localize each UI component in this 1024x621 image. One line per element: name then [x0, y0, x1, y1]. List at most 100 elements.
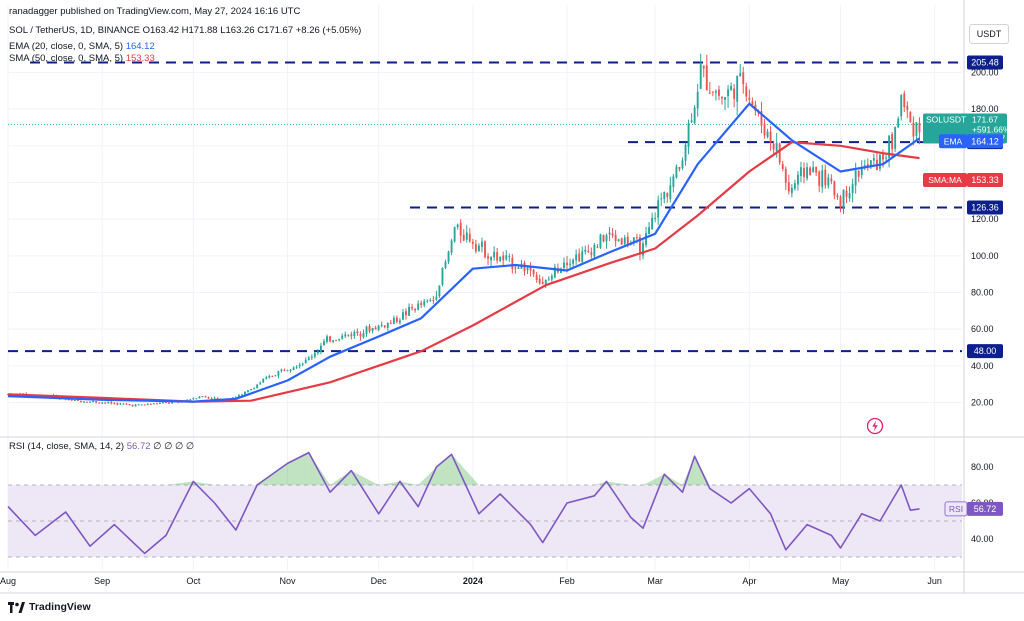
candle: [241, 393, 243, 396]
candle-body: [362, 333, 365, 338]
candle: [529, 262, 532, 277]
candle-body: [581, 251, 584, 262]
sma-tag-name-box: [923, 173, 967, 188]
candle-body: [234, 396, 237, 398]
candle-body: [116, 403, 119, 405]
candle: [86, 401, 88, 403]
candle: [803, 162, 805, 184]
rsi-overbought-fill: [418, 467, 437, 485]
candle-body: [490, 256, 493, 261]
candle: [426, 299, 429, 304]
candle-body: [310, 356, 313, 358]
price-tick-label: 20.00: [971, 398, 994, 408]
candle: [830, 174, 833, 185]
candle-body: [496, 252, 499, 261]
candle: [575, 249, 578, 265]
candle: [146, 403, 149, 406]
candle: [310, 354, 313, 361]
candle: [639, 234, 641, 261]
candle-body: [863, 165, 866, 167]
candle: [857, 170, 860, 183]
candle-body: [216, 398, 219, 400]
candle-body: [280, 369, 283, 372]
rsi-overbought-fill: [166, 481, 194, 485]
candle-body: [350, 334, 353, 337]
candle: [748, 89, 751, 104]
candle-body: [733, 88, 736, 99]
candle-body: [192, 398, 195, 400]
candle: [289, 369, 292, 373]
sma-legend[interactable]: SMA (50, close, 0, SMA, 5) 153.33: [9, 53, 155, 64]
sma50-line: [7, 141, 920, 403]
candle: [474, 239, 477, 254]
candle-body: [538, 278, 541, 284]
rsi-overbought-fill: [308, 452, 331, 485]
candle: [365, 325, 368, 337]
candle: [511, 254, 514, 274]
candle-body: [854, 170, 857, 186]
candle-body: [909, 111, 912, 122]
tradingview-brand[interactable]: TradingView: [8, 601, 91, 613]
candle: [338, 338, 341, 342]
candle-body: [371, 327, 374, 332]
candle-body: [526, 267, 529, 270]
candle: [247, 389, 249, 393]
candle-body: [408, 306, 410, 316]
candle: [806, 162, 808, 181]
candle-body: [398, 320, 401, 323]
candle-body: [714, 90, 717, 93]
candle-body: [359, 334, 362, 337]
ohlc-values: O163.42 H171.88 L163.26 C171.67 +8.26 (+…: [142, 25, 362, 36]
candle-body: [763, 123, 766, 136]
symbol-line[interactable]: SOL / TetherUS, 1D, BINANCE: [9, 25, 140, 36]
candle: [73, 400, 76, 402]
candle-body: [244, 391, 246, 395]
candle: [736, 75, 739, 116]
candle-body: [648, 227, 651, 235]
candle: [286, 369, 289, 372]
candle-body: [313, 352, 316, 357]
candle: [155, 402, 158, 405]
candle: [611, 228, 614, 238]
time-tick-label: 2024: [463, 576, 483, 586]
candle-body: [265, 377, 268, 379]
candle: [848, 186, 851, 202]
candle-body: [420, 302, 423, 306]
candle: [253, 387, 256, 390]
candle: [553, 263, 556, 279]
ema-tag-value: 164.12: [971, 136, 999, 146]
candle: [596, 244, 599, 249]
candle-body: [903, 93, 906, 108]
rsi-legend[interactable]: RSI (14, close, SMA, 14, 2) 56.72 ∅ ∅ ∅ …: [9, 441, 194, 452]
candle-body: [162, 402, 164, 404]
candle: [256, 384, 259, 389]
candle-body: [73, 400, 76, 402]
candle: [313, 351, 316, 359]
candle-body: [626, 236, 629, 245]
candle-body: [395, 317, 398, 322]
candle-body: [693, 107, 696, 123]
candle-body: [605, 235, 608, 242]
candle: [307, 355, 310, 361]
candle-body: [690, 120, 693, 122]
candle-body: [639, 237, 641, 255]
candle: [587, 244, 590, 254]
ema-tag-name-box: [939, 134, 967, 149]
candle-body: [347, 334, 350, 336]
sma-value: 153.33: [125, 53, 155, 64]
candle-body: [891, 134, 894, 150]
candle: [201, 395, 204, 398]
flash-icon[interactable]: [866, 417, 884, 435]
currency-selector[interactable]: USDT: [969, 24, 1009, 44]
candle-body: [262, 378, 265, 383]
candle-body: [392, 317, 395, 325]
candle: [283, 368, 286, 372]
candle: [119, 402, 122, 405]
candle-body: [83, 401, 85, 403]
candle: [663, 191, 666, 204]
level-tag-box: [967, 200, 1003, 215]
candle-body: [295, 366, 298, 368]
ema-legend[interactable]: EMA (20, close, 0, SMA, 5) 164.12: [9, 41, 155, 52]
candle-body: [672, 176, 675, 187]
candle: [818, 170, 821, 193]
